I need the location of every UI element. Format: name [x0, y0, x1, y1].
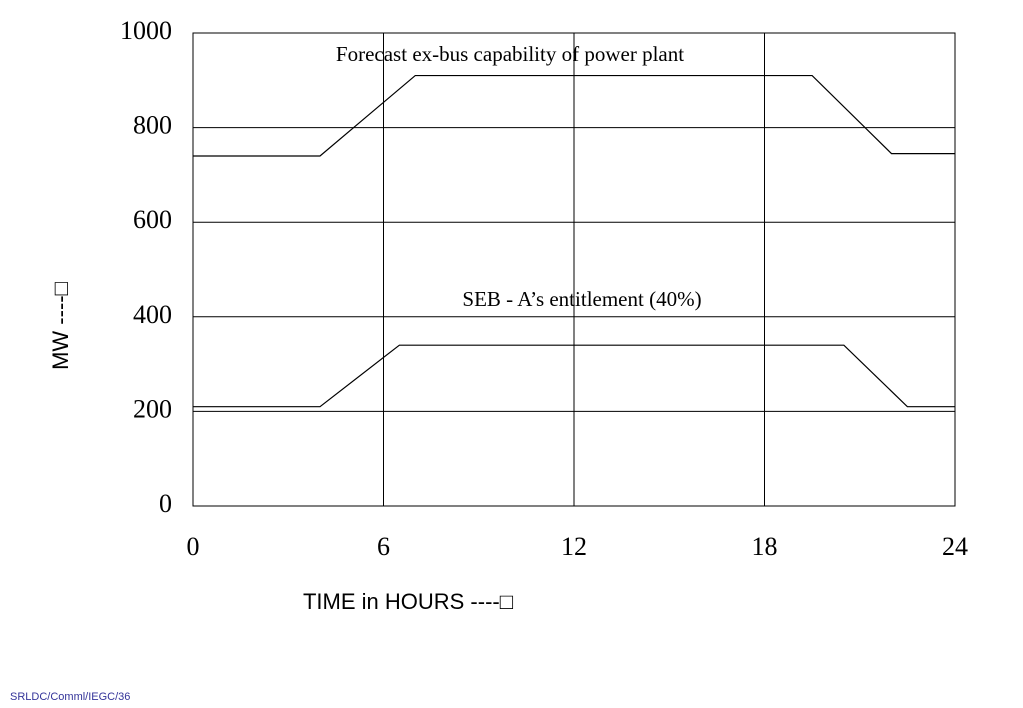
- series-annotation: SEB - A’s entitlement (40%): [462, 287, 701, 311]
- x-tick-label: 6: [377, 532, 390, 561]
- y-tick-label: 800: [133, 111, 172, 140]
- series-line: [193, 74, 955, 157]
- y-tick-label: 200: [133, 394, 172, 423]
- y-axis-label: MW ----□: [48, 282, 73, 370]
- series-annotation: Forecast ex-bus capability of power plan…: [336, 42, 684, 66]
- y-tick-label: 0: [159, 489, 172, 518]
- x-tick-label: 12: [561, 532, 587, 561]
- y-tick-label: 400: [133, 300, 172, 329]
- y-tick-label: 1000: [120, 16, 172, 45]
- y-tick-label: 600: [133, 205, 172, 234]
- x-tick-label: 0: [187, 532, 200, 561]
- x-tick-label: 18: [752, 532, 778, 561]
- footer: SRLDC/Comml/IEGC/36: [10, 691, 130, 703]
- series-line: [193, 344, 955, 408]
- x-axis-label: TIME in HOURS ----□: [303, 589, 513, 614]
- x-tick-label: 24: [942, 532, 968, 561]
